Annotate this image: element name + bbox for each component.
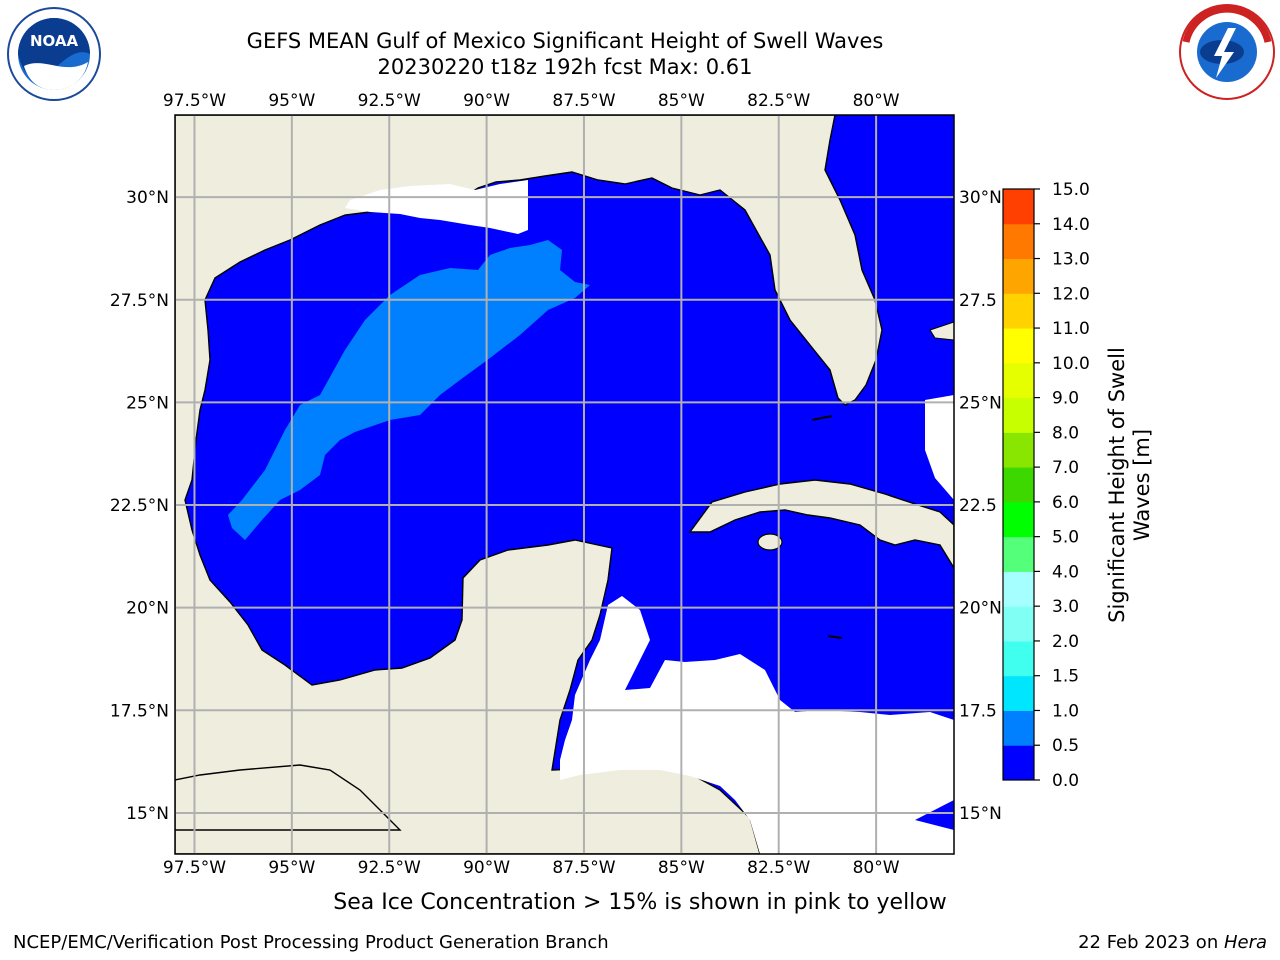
colorbar-swatch — [1003, 223, 1034, 260]
colorbar-tick-label: 0.5 — [1052, 736, 1079, 756]
lat-label-right: 22.5 — [959, 496, 997, 516]
colorbar: 0.0 0.5 1.0 1.5 2.0 3.0 4.0 5.0 6.0 7.0 8.0 9.0 10.0… — [1003, 180, 1090, 791]
credit-machine: Hera — [1223, 932, 1267, 953]
colorbar-swatch — [1003, 328, 1034, 364]
colorbar-swatch — [1003, 501, 1034, 538]
map-frame — [174, 114, 955, 855]
colorbar-swatch — [1003, 467, 1034, 503]
lat-label-right: 27.5 — [959, 291, 997, 311]
lat-label-left: 27.5°N — [110, 291, 169, 311]
colorbar-swatch — [1003, 571, 1034, 607]
isle-of-youth — [757, 533, 783, 551]
colorbar-tick-label: 14.0 — [1052, 215, 1090, 235]
gridlines — [175, 115, 954, 854]
colorbar-tick-label: 1.0 — [1052, 701, 1079, 721]
map-plot — [175, 115, 954, 854]
colorbar-tick-label: 5.0 — [1052, 528, 1079, 548]
lon-label-bottom: 92.5°W — [358, 858, 421, 878]
colorbar-tick-label: 0.0 — [1052, 771, 1079, 791]
lat-label-right: 15°N — [959, 804, 1002, 824]
colorbar-tick-label: 8.0 — [1052, 423, 1079, 443]
lat-label-left: 17.5°N — [110, 701, 169, 721]
lon-label-top: 80°W — [853, 91, 900, 111]
lat-label-left: 30°N — [126, 188, 169, 208]
lat-label-left: 15°N — [126, 804, 169, 824]
colorbar-frame — [1002, 188, 1035, 781]
colorbar-label-line1: Significant Height of Swell — [1105, 347, 1129, 623]
colorbar-tick-label: 15.0 — [1052, 180, 1090, 200]
swell-band-0.5-1.0 — [228, 240, 590, 540]
nws-logo — [1179, 4, 1275, 100]
lat-label-right: 25°N — [959, 393, 1002, 413]
page-subtitle: 20230220 t18z 192h fcst Max: 0.61 — [377, 55, 753, 79]
swell-speck — [915, 800, 954, 830]
lon-label-bottom: 82.5°W — [747, 858, 810, 878]
lat-label-right: 20°N — [959, 599, 1002, 619]
lon-label-bottom: 80°W — [853, 858, 900, 878]
noaa-logo-text: NOAA — [30, 32, 79, 50]
colorbar-swatch — [1003, 397, 1034, 433]
colorbar-swatch — [1003, 745, 1034, 781]
colorbar-tick-label: 6.0 — [1052, 493, 1079, 513]
lon-label-bottom: 97.5°W — [163, 858, 226, 878]
colorbar-tick-label: 11.0 — [1052, 319, 1090, 339]
lat-label-right: 30°N — [959, 188, 1002, 208]
colorbar-swatch — [1003, 362, 1034, 399]
colorbar-swatch — [1003, 606, 1034, 642]
florida-keys — [811, 415, 833, 421]
no-data-bahamas — [925, 395, 954, 500]
colorbar-tick-label: 7.0 — [1052, 458, 1079, 478]
colorbar-swatch — [1003, 432, 1034, 468]
lat-label-right: 17.5 — [959, 701, 997, 721]
colorbar-swatch — [1003, 536, 1034, 572]
colorbar-swatch — [1003, 640, 1034, 677]
land-bahamas — [929, 321, 954, 341]
lat-label-left: 22.5°N — [110, 496, 169, 516]
colorbar-tick-label: 4.0 — [1052, 562, 1079, 582]
colorbar-tick-label: 2.0 — [1052, 632, 1079, 652]
lon-label-bottom: 87.5°W — [552, 858, 615, 878]
no-data-north-coast — [345, 180, 528, 234]
colorbar-label-line2: Waves [m] — [1130, 429, 1154, 541]
colorbar-swatch — [1003, 258, 1034, 294]
credit-right: 22 Feb 2023 on Hera — [1078, 932, 1267, 953]
colorbar-swatch — [1003, 675, 1034, 711]
colorbar-tick-label: 3.0 — [1052, 597, 1079, 617]
lon-label-bottom: 90°W — [463, 858, 510, 878]
no-data-caribbean — [560, 596, 954, 854]
lon-label-bottom: 95°W — [268, 858, 315, 878]
lon-label-top: 95°W — [268, 91, 315, 111]
colorbar-tick-label: 12.0 — [1052, 284, 1090, 304]
cayman-islands — [827, 635, 843, 639]
lon-label-top: 90°W — [463, 91, 510, 111]
lon-label-top: 87.5°W — [552, 91, 615, 111]
colorbar-swatch — [1003, 293, 1034, 329]
colorbar-swatch — [1003, 710, 1034, 746]
lon-label-top: 97.5°W — [163, 91, 226, 111]
sea-ice-note: Sea Ice Concentration > 15% is shown in … — [333, 890, 947, 915]
lat-label-left: 20°N — [126, 599, 169, 619]
axis-labels: 97.5°W 97.5°W 95°W 95°W 92.5°W 92.5°W 90°W 90°W… — [110, 91, 1002, 878]
colorbar-swatch — [1003, 189, 1034, 225]
lon-label-top: 85°W — [658, 91, 705, 111]
colorbar-tick-label: 10.0 — [1052, 354, 1090, 374]
lat-label-left: 25°N — [126, 393, 169, 413]
page-title: GEFS MEAN Gulf of Mexico Significant Hei… — [246, 29, 884, 53]
colorbar-tick-label: 13.0 — [1052, 250, 1090, 270]
lon-label-bottom: 85°W — [658, 858, 705, 878]
land-cuba — [688, 479, 954, 570]
noaa-logo: NOAA — [7, 7, 101, 101]
credit-left: NCEP/EMC/Verification Post Processing Pr… — [13, 932, 609, 953]
lon-label-top: 92.5°W — [358, 91, 421, 111]
colorbar-tick-label: 9.0 — [1052, 389, 1079, 409]
colorbar-tick-label: 1.5 — [1052, 667, 1079, 687]
credit-date: 22 Feb 2023 on — [1078, 932, 1224, 953]
lon-label-top: 82.5°W — [747, 91, 810, 111]
